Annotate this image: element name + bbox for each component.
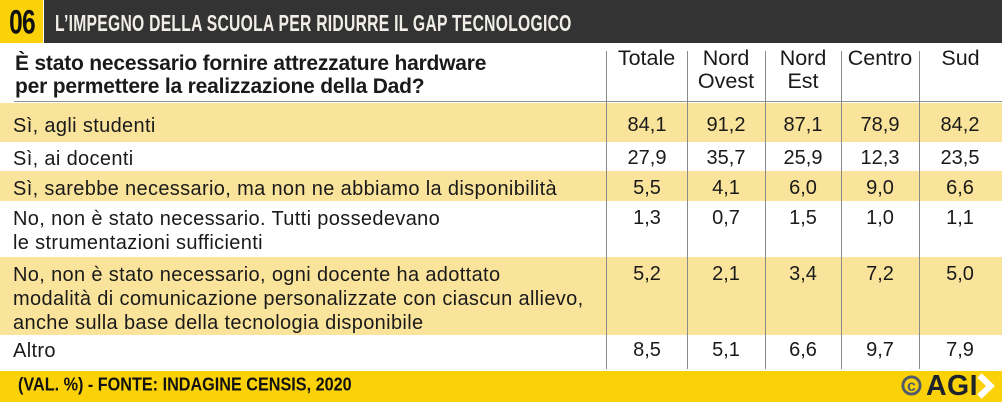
- svg-text:AGI: AGI: [926, 371, 977, 402]
- svg-text:c: c: [907, 378, 916, 395]
